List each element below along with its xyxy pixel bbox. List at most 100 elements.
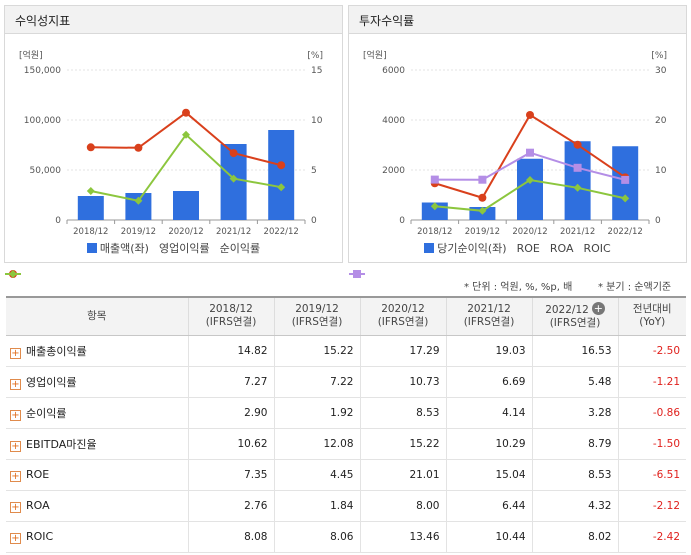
value-cell: 8.53 <box>359 397 446 429</box>
row-label: EBITDA마진율 <box>26 437 97 451</box>
value-cell: 2.76 <box>187 490 274 522</box>
value-cell: 8.00 <box>359 490 446 522</box>
value-cell: 4.32 <box>531 490 618 522</box>
row-label-cell[interactable]: + ROE <box>6 459 188 491</box>
y-left-tick-label: 150,000 <box>24 66 61 76</box>
y-left-tick-label: 50,000 <box>30 166 62 176</box>
value-cell: 15.04 <box>445 459 532 491</box>
row-label: 매출총이익률 <box>26 344 87 358</box>
x-tick-label: 2019/12 <box>121 227 156 235</box>
y-right-tick-label: 5 <box>311 166 317 176</box>
value-cell: 4.45 <box>273 459 360 491</box>
table-row: + ROIC 8.08 8.06 13.46 10.44 8.02 -2.42 <box>6 521 686 553</box>
table-row: + ROE 7.35 4.45 21.01 15.04 8.53 -6.51 <box>6 459 686 491</box>
expand-row-icon[interactable]: + <box>10 470 21 482</box>
data-point <box>573 140 582 149</box>
expand-row-icon[interactable]: + <box>10 378 21 390</box>
legend-item[interactable]: 영업이익률 <box>5 242 210 278</box>
row-label-cell[interactable]: + ROA <box>6 490 188 522</box>
value-cell: 8.08 <box>187 521 274 553</box>
legend-item[interactable]: 당기순이익(좌) <box>424 242 507 255</box>
row-label-cell[interactable]: + EBITDA마진율 <box>6 428 188 460</box>
expand-row-icon[interactable]: + <box>10 501 21 513</box>
investment-return-chart: [억원] [%] 0 0 2000 10 4000 20 6000 30 2018/12 2019/1… <box>363 49 667 235</box>
y-right-tick-label: 0 <box>655 216 661 226</box>
value-cell: 15.22 <box>273 335 360 367</box>
data-point <box>86 143 95 152</box>
x-tick-label: 2020/12 <box>168 227 203 235</box>
value-cell: 6.69 <box>445 366 532 398</box>
data-point <box>182 108 190 117</box>
y-right-unit: [%] <box>307 51 323 61</box>
legend-item[interactable]: ROA <box>349 242 574 278</box>
expand-row-icon[interactable]: + <box>10 347 21 359</box>
table-row: + EBITDA마진율 10.62 12.08 15.22 10.29 8.79 -1.50 <box>6 428 686 460</box>
row-label: ROE <box>26 467 50 481</box>
y-left-unit: [억원] <box>19 49 43 61</box>
value-cell: 10.62 <box>187 428 274 460</box>
expand-row-icon[interactable]: + <box>10 532 21 544</box>
value-cell: 21.01 <box>359 459 446 491</box>
value-cell: 10.29 <box>445 428 532 460</box>
legend-label: ROA <box>549 242 574 255</box>
header-period-2020: 2020/12 (IFRS연결) <box>359 296 446 336</box>
legend-marker <box>353 270 361 278</box>
value-cell: 7.27 <box>187 366 274 398</box>
y-right-tick-label: 10 <box>655 166 667 176</box>
yoy-cell: -6.51 <box>617 459 686 491</box>
y-right-tick-label: 15 <box>311 66 322 76</box>
legend-item[interactable]: 순이익률 <box>5 242 260 278</box>
value-cell: 4.14 <box>445 397 532 429</box>
legend-item[interactable]: ROE <box>349 242 540 278</box>
row-label: ROA <box>26 498 50 512</box>
quarter-note: * 분기 : 순액기준 <box>598 282 672 293</box>
data-point <box>430 202 439 211</box>
data-point <box>430 175 439 184</box>
data-point <box>277 161 286 170</box>
y-right-tick-label: 20 <box>655 116 667 126</box>
value-cell: 5.48 <box>531 366 618 398</box>
series-line <box>90 111 282 167</box>
unit-note: * 단위 : 억원, %, %p, 배 <box>464 282 573 293</box>
row-label-cell[interactable]: + ROIC <box>6 521 188 553</box>
x-tick-label: 2022/12 <box>608 227 643 235</box>
profitability-chart-panel: 수익성지표 [억원] [%] 0 0 50,000 5 100,000 10 150,000 15… <box>4 5 343 278</box>
x-tick-label: 2018/12 <box>73 227 108 235</box>
yoy-cell: -2.12 <box>617 490 686 522</box>
table-row: + 순이익률 2.90 1.92 8.53 4.14 3.28 -0.86 <box>6 397 686 429</box>
header-item: 항목 <box>6 296 188 336</box>
data-point <box>526 176 534 184</box>
data-point <box>182 130 190 139</box>
yoy-cell: -0.86 <box>617 397 686 429</box>
row-label: 순이익률 <box>26 406 67 420</box>
value-cell: 8.02 <box>531 521 618 553</box>
add-period-icon[interactable]: + <box>591 302 605 316</box>
legend-item[interactable]: 매출액(좌) <box>86 242 149 255</box>
legend-swatch <box>86 243 97 253</box>
bar <box>268 130 295 220</box>
bar <box>517 158 543 220</box>
legend-item[interactable]: ROIC <box>349 242 611 278</box>
profitability-chart: [억원] [%] 0 0 50,000 5 100,000 10 150,000 15 2018/1… <box>19 49 323 235</box>
value-cell: 1.84 <box>273 490 360 522</box>
row-label-cell[interactable]: + 순이익률 <box>6 397 188 429</box>
legend-label: ROE <box>516 242 540 255</box>
expand-row-icon[interactable]: + <box>10 440 21 452</box>
data-point <box>134 143 143 152</box>
row-label-cell[interactable]: + 매출총이익률 <box>6 335 188 367</box>
table-row: + 매출총이익률 14.82 15.22 17.29 19.03 16.53 -2.50 <box>6 335 686 367</box>
financial-ratio-table: 항목 2018/12 (IFRS연결) 2019/12 (IFRS연결) 2020/… <box>6 296 686 553</box>
row-label-cell[interactable]: + 영업이익률 <box>6 366 188 398</box>
x-tick-label: 2021/12 <box>216 227 251 235</box>
chart-legend: 매출액(좌) 영업이익률 순이익률 <box>5 240 342 278</box>
expand-row-icon[interactable]: + <box>10 409 21 421</box>
investment-return-chart-panel: 투자수익률 [억원] [%] 0 0 2000 10 4000 20 6000 30 2018/12… <box>348 5 687 278</box>
legend-marker <box>9 270 17 278</box>
legend-label: 당기순이익(좌) <box>437 242 507 255</box>
y-left-tick-label: 0 <box>399 216 405 226</box>
header-yoy: 전년대비 (YoY) <box>617 296 686 336</box>
yoy-cell: -2.42 <box>617 521 686 553</box>
y-left-tick-label: 100,000 <box>24 116 61 126</box>
x-tick-label: 2019/12 <box>465 227 500 235</box>
value-cell: 13.46 <box>359 521 446 553</box>
